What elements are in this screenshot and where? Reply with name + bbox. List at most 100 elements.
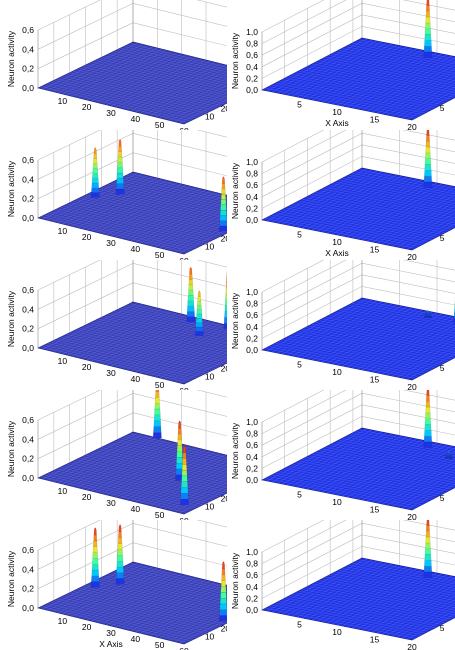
- mesh-line: [335, 181, 455, 206]
- activity-peak: [423, 0, 433, 58]
- peak-band: [424, 424, 432, 431]
- peak-band: [225, 282, 227, 289]
- z-tick-label: 0,4: [246, 452, 258, 462]
- tick-labels: 1020304050601020304050600,00,20,40,6: [22, 545, 227, 650]
- mesh-line: [396, 346, 455, 378]
- x-tick-label: 10: [332, 107, 342, 117]
- peak-band: [117, 549, 123, 556]
- activity-peak: [180, 444, 189, 506]
- z-tick-label: 0,0: [22, 603, 34, 613]
- peak-band: [221, 568, 226, 576]
- mesh-line: [406, 353, 455, 380]
- y-tick-label: 5: [440, 493, 445, 503]
- mesh-line: [338, 310, 455, 334]
- peak-band: [194, 331, 204, 336]
- activity-peak: [423, 520, 433, 578]
- surface-plot-r2c1: 1020304050601020304050600,00,20,40,6Neur…: [6, 130, 227, 260]
- mesh-line: [179, 99, 227, 123]
- mesh-line: [126, 564, 227, 590]
- mesh-line: [123, 436, 227, 463]
- z-tick-label: 1,0: [246, 547, 258, 557]
- peak-tip: [198, 290, 201, 293]
- peak-band: [220, 592, 227, 599]
- surface-floor: [37, 171, 227, 255]
- peak-band: [424, 430, 432, 437]
- z-tick-label: 0,8: [246, 299, 258, 309]
- peak-tip: [426, 309, 429, 312]
- mesh-line: [401, 220, 455, 249]
- mesh-line: [107, 184, 227, 214]
- x-tick-label: 20: [407, 642, 417, 650]
- mesh-line: [331, 573, 455, 599]
- mesh-line: [117, 569, 227, 597]
- peak-band: [90, 581, 100, 588]
- tick-labels: 1020304050601020304050600,00,20,40,6: [22, 285, 227, 390]
- mesh-line: [391, 473, 455, 507]
- peak-band: [195, 318, 203, 323]
- peak-band: [153, 414, 161, 421]
- activity-peak: [423, 130, 433, 188]
- z-tick-label: 0,4: [22, 44, 34, 54]
- z-tick-label: 0,4: [22, 434, 34, 444]
- activity-peak: [90, 147, 100, 198]
- peak-band: [224, 305, 227, 312]
- y-tick-label: 20: [221, 624, 227, 634]
- mesh-line: [406, 223, 455, 250]
- x-tick-label: 20: [82, 492, 92, 502]
- z-tick-label: 0,0: [246, 85, 258, 95]
- peak-band: [118, 526, 122, 533]
- z-tick-label: 0,0: [22, 473, 34, 483]
- z-tick-label: 0,0: [246, 605, 258, 615]
- surface-plot-r5c1: 1020304050601020304050600,00,20,40,6Neur…: [6, 520, 227, 650]
- peak-band: [220, 209, 227, 216]
- z-tick-label: 0,2: [22, 584, 34, 594]
- peak-band: [115, 188, 125, 195]
- peak-band: [176, 445, 183, 452]
- z-tick-label: 0,0: [246, 215, 258, 225]
- surface-mesh: [41, 303, 227, 383]
- peak-band: [117, 543, 123, 550]
- y-tick-label: 20: [221, 104, 227, 114]
- mesh-line: [351, 43, 455, 64]
- peak-band: [92, 163, 98, 169]
- peak-band: [90, 192, 100, 198]
- peak-band: [181, 469, 188, 477]
- mesh-line: [154, 471, 227, 507]
- mesh-line: [123, 46, 227, 73]
- mesh-line: [396, 606, 455, 638]
- z-tick-label: 1,0: [246, 157, 258, 167]
- peak-band: [219, 225, 227, 232]
- peak-band: [426, 390, 430, 396]
- mesh-line: [381, 75, 455, 115]
- peak-band: [92, 168, 99, 174]
- peak-band: [154, 397, 160, 404]
- x-tick-label: 20: [82, 232, 92, 242]
- mesh-line: [371, 588, 455, 633]
- peak-band: [423, 565, 432, 573]
- x-tick-label: 30: [106, 628, 116, 638]
- mesh-line: [126, 44, 227, 70]
- peak-band: [116, 183, 125, 190]
- peak-band: [425, 406, 431, 414]
- mesh-line: [396, 476, 455, 508]
- peak-band: [91, 569, 99, 576]
- peak-band: [93, 540, 98, 547]
- peak-band: [224, 311, 227, 318]
- peak-band: [220, 597, 227, 605]
- mesh-line: [391, 603, 455, 637]
- mesh-line: [110, 182, 227, 212]
- peak-band: [91, 187, 100, 193]
- mesh-line: [179, 359, 227, 383]
- x-tick-label: 40: [131, 374, 141, 384]
- z-tick-label: 0,2: [22, 454, 34, 464]
- peak-band: [188, 284, 194, 291]
- mesh-line: [371, 198, 455, 243]
- wall-gridline: [261, 130, 325, 163]
- x-tick-label: 30: [106, 108, 116, 118]
- peak-band: [116, 560, 124, 568]
- x-tick-label: 20: [407, 382, 417, 390]
- x-tick-label: 30: [106, 368, 116, 378]
- z-axis-label: Neuron activity: [6, 550, 16, 607]
